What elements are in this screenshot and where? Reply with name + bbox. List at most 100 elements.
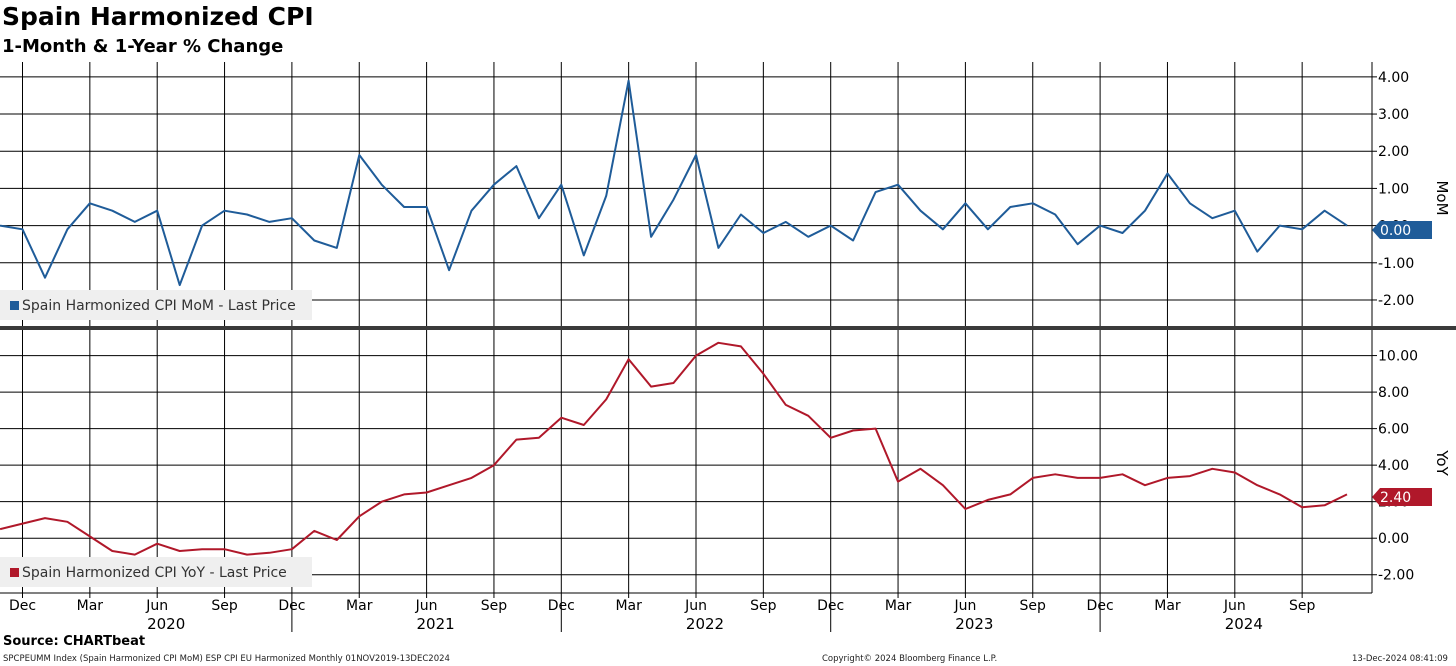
bottom-data-point bbox=[291, 548, 293, 550]
bottom-data-point bbox=[515, 439, 517, 441]
top-data-point bbox=[336, 247, 338, 249]
x-tick-label: Dec bbox=[9, 598, 36, 614]
bottom-data-point bbox=[920, 468, 922, 470]
bottom-data-point bbox=[1166, 477, 1168, 479]
bottom-data-point bbox=[1256, 484, 1258, 486]
panel-divider bbox=[0, 326, 1456, 330]
bottom-data-point bbox=[381, 501, 383, 503]
y-tick-label: 10.00 bbox=[1378, 349, 1418, 365]
top-data-point bbox=[1279, 225, 1281, 227]
top-data-point bbox=[1122, 232, 1124, 234]
bottom-data-point bbox=[830, 437, 832, 439]
bottom-legend-swatch bbox=[10, 568, 19, 577]
top-data-point bbox=[66, 228, 68, 230]
grid-layer bbox=[0, 62, 1372, 593]
footer-left: SPCPEUMM Index (Spain Harmonized CPI MoM… bbox=[3, 654, 450, 664]
axis-layer: -2.00-1.000.001.002.003.004.00MoM-2.000.… bbox=[0, 62, 1456, 633]
bottom-data-point bbox=[1009, 493, 1011, 495]
y-tick-label: 4.00 bbox=[1378, 458, 1409, 474]
top-data-point bbox=[1166, 173, 1168, 175]
bottom-data-point bbox=[1346, 493, 1348, 495]
bottom-series-line bbox=[0, 341, 1348, 556]
bottom-data-point bbox=[1144, 484, 1146, 486]
top-data-point bbox=[740, 213, 742, 215]
y-tick-label: 3.00 bbox=[1378, 107, 1409, 123]
bottom-data-point bbox=[560, 417, 562, 419]
bottom-last-value-label: 2.40 bbox=[1380, 490, 1411, 506]
top-data-point bbox=[515, 165, 517, 167]
top-data-point bbox=[1324, 210, 1326, 212]
x-tick-label: Mar bbox=[346, 598, 373, 614]
top-data-point bbox=[583, 254, 585, 256]
top-data-point bbox=[852, 239, 854, 241]
top-data-point bbox=[628, 80, 630, 82]
bottom-data-point bbox=[1301, 506, 1303, 508]
x-tick-label: Jun bbox=[1223, 598, 1246, 614]
y-tick-label: -1.00 bbox=[1378, 256, 1414, 272]
bottom-data-point bbox=[22, 523, 24, 525]
x-year-label: 2020 bbox=[147, 615, 185, 633]
bottom-data-point bbox=[448, 484, 450, 486]
bottom-data-point bbox=[762, 373, 764, 375]
bottom-data-point bbox=[246, 554, 248, 556]
x-tick-label: Mar bbox=[1154, 598, 1181, 614]
x-tick-label: Sep bbox=[481, 598, 508, 614]
bottom-data-point bbox=[1032, 477, 1034, 479]
label-layer: 0.00 Spain Harmonized CPI MoM - Last Pric… bbox=[0, 221, 1432, 587]
bottom-data-point bbox=[201, 548, 203, 550]
top-legend-box bbox=[0, 290, 312, 320]
top-data-point bbox=[673, 199, 675, 201]
bottom-data-point bbox=[44, 517, 46, 519]
bottom-data-point bbox=[111, 550, 113, 552]
bottom-data-point bbox=[89, 535, 91, 537]
footer-copyright: Copyright© 2024 Bloomberg Finance L.P. bbox=[822, 654, 998, 664]
top-data-point bbox=[44, 277, 46, 279]
bottom-data-point bbox=[964, 508, 966, 510]
top-data-point bbox=[1234, 210, 1236, 212]
bottom-data-point bbox=[1077, 477, 1079, 479]
bottom-data-point bbox=[1324, 504, 1326, 506]
x-tick-label: Mar bbox=[615, 598, 642, 614]
bottom-data-point bbox=[1099, 477, 1101, 479]
top-data-point bbox=[830, 225, 832, 227]
x-year-label: 2023 bbox=[955, 615, 993, 633]
bottom-data-point bbox=[1189, 475, 1191, 477]
y-tick-label: 6.00 bbox=[1378, 422, 1409, 438]
top-last-value-box bbox=[1372, 221, 1432, 239]
x-tick-label: Jun bbox=[684, 598, 707, 614]
top-data-point bbox=[897, 184, 899, 186]
x-tick-label: Mar bbox=[77, 598, 104, 614]
y-tick-label: 4.00 bbox=[1378, 70, 1409, 86]
top-data-point bbox=[1077, 243, 1079, 245]
bottom-data-point bbox=[426, 492, 428, 494]
bottom-data-point bbox=[1234, 471, 1236, 473]
top-data-point bbox=[1301, 228, 1303, 230]
x-tick-label: Mar bbox=[885, 598, 912, 614]
top-data-point bbox=[605, 195, 607, 197]
bottom-last-value-box bbox=[1372, 488, 1432, 506]
bottom-data-point bbox=[471, 477, 473, 479]
top-data-point bbox=[224, 210, 226, 212]
bottom-axis-title: YoY bbox=[1433, 449, 1451, 476]
bottom-data-point bbox=[1054, 473, 1056, 475]
top-series-line bbox=[0, 79, 1348, 287]
chart-title: Spain Harmonized CPI bbox=[2, 2, 314, 31]
bottom-data-point bbox=[628, 358, 630, 360]
top-data-point bbox=[156, 210, 158, 212]
bottom-data-point bbox=[313, 530, 315, 532]
bottom-data-point bbox=[179, 550, 181, 552]
y-tick-label: 2.00 bbox=[1378, 144, 1409, 160]
top-data-point bbox=[942, 228, 944, 230]
x-tick-label: Sep bbox=[1020, 598, 1047, 614]
top-data-point bbox=[134, 221, 136, 223]
bottom-data-point bbox=[897, 481, 899, 483]
x-tick-label: Sep bbox=[1289, 598, 1316, 614]
x-tick-label: Sep bbox=[211, 598, 238, 614]
source-note: Source: CHARTbeat bbox=[3, 634, 146, 649]
x-tick-label: Jun bbox=[145, 598, 168, 614]
top-last-value-label: 0.00 bbox=[1380, 223, 1411, 239]
bottom-data-point bbox=[987, 499, 989, 501]
bottom-data-point bbox=[403, 493, 405, 495]
bottom-data-point bbox=[650, 386, 652, 388]
